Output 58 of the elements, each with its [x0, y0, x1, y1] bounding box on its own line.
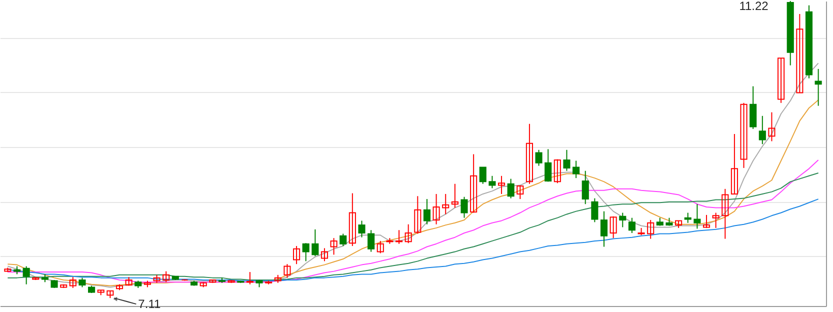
candlestick	[404, 224, 412, 244]
candlestick	[312, 228, 319, 257]
candlestick	[582, 170, 589, 205]
candlestick	[69, 276, 76, 288]
candlestick	[647, 219, 654, 240]
candlestick	[628, 217, 636, 234]
candlestick	[246, 272, 254, 285]
candlestick	[544, 148, 552, 182]
candlestick	[348, 192, 356, 247]
candlestick	[730, 133, 738, 194]
candlestick	[488, 175, 496, 189]
candlestick	[507, 178, 514, 199]
candlestick	[758, 115, 766, 145]
candlestick	[376, 240, 384, 254]
candlestick	[600, 210, 608, 248]
candlestick	[526, 123, 533, 184]
candlestick	[432, 193, 440, 225]
candlestick	[451, 183, 458, 208]
candlestick	[320, 248, 328, 262]
candlestick	[470, 154, 478, 214]
candlestick	[814, 68, 822, 106]
candlestick	[479, 166, 486, 184]
candlestick	[619, 212, 626, 228]
candlestick	[572, 160, 580, 179]
candlestick	[702, 214, 710, 228]
candlestick	[414, 196, 422, 234]
candlestick	[162, 270, 170, 283]
candlestick	[498, 175, 506, 194]
candlestick	[423, 198, 431, 225]
candlestick	[750, 86, 757, 130]
candlestick	[554, 158, 561, 184]
candlestick	[516, 184, 524, 200]
candlestick	[284, 264, 291, 278]
candlestick	[591, 198, 598, 223]
candlestick	[694, 204, 701, 230]
candlestick	[395, 230, 403, 244]
candlestick	[563, 149, 570, 172]
candlestick	[293, 246, 300, 265]
candlestick	[22, 266, 30, 285]
candlestick	[78, 277, 86, 288]
candlestick	[340, 233, 347, 247]
candlestick	[768, 112, 776, 142]
candlestick	[712, 212, 720, 228]
candlestick	[442, 193, 450, 215]
candlestick	[684, 212, 692, 224]
candlestick	[460, 196, 468, 218]
candlestick	[368, 230, 375, 252]
candlestick	[302, 242, 310, 262]
annotation: 11.22	[739, 0, 769, 13]
candlestick	[535, 149, 542, 166]
candlestick	[740, 102, 748, 168]
candlestick	[778, 58, 785, 104]
candlestick	[610, 216, 617, 239]
annotation: 7.11	[138, 297, 161, 312]
candlestick	[796, 14, 804, 94]
candlestick	[330, 238, 338, 256]
candlestick	[358, 220, 366, 238]
candlestick	[722, 188, 729, 240]
